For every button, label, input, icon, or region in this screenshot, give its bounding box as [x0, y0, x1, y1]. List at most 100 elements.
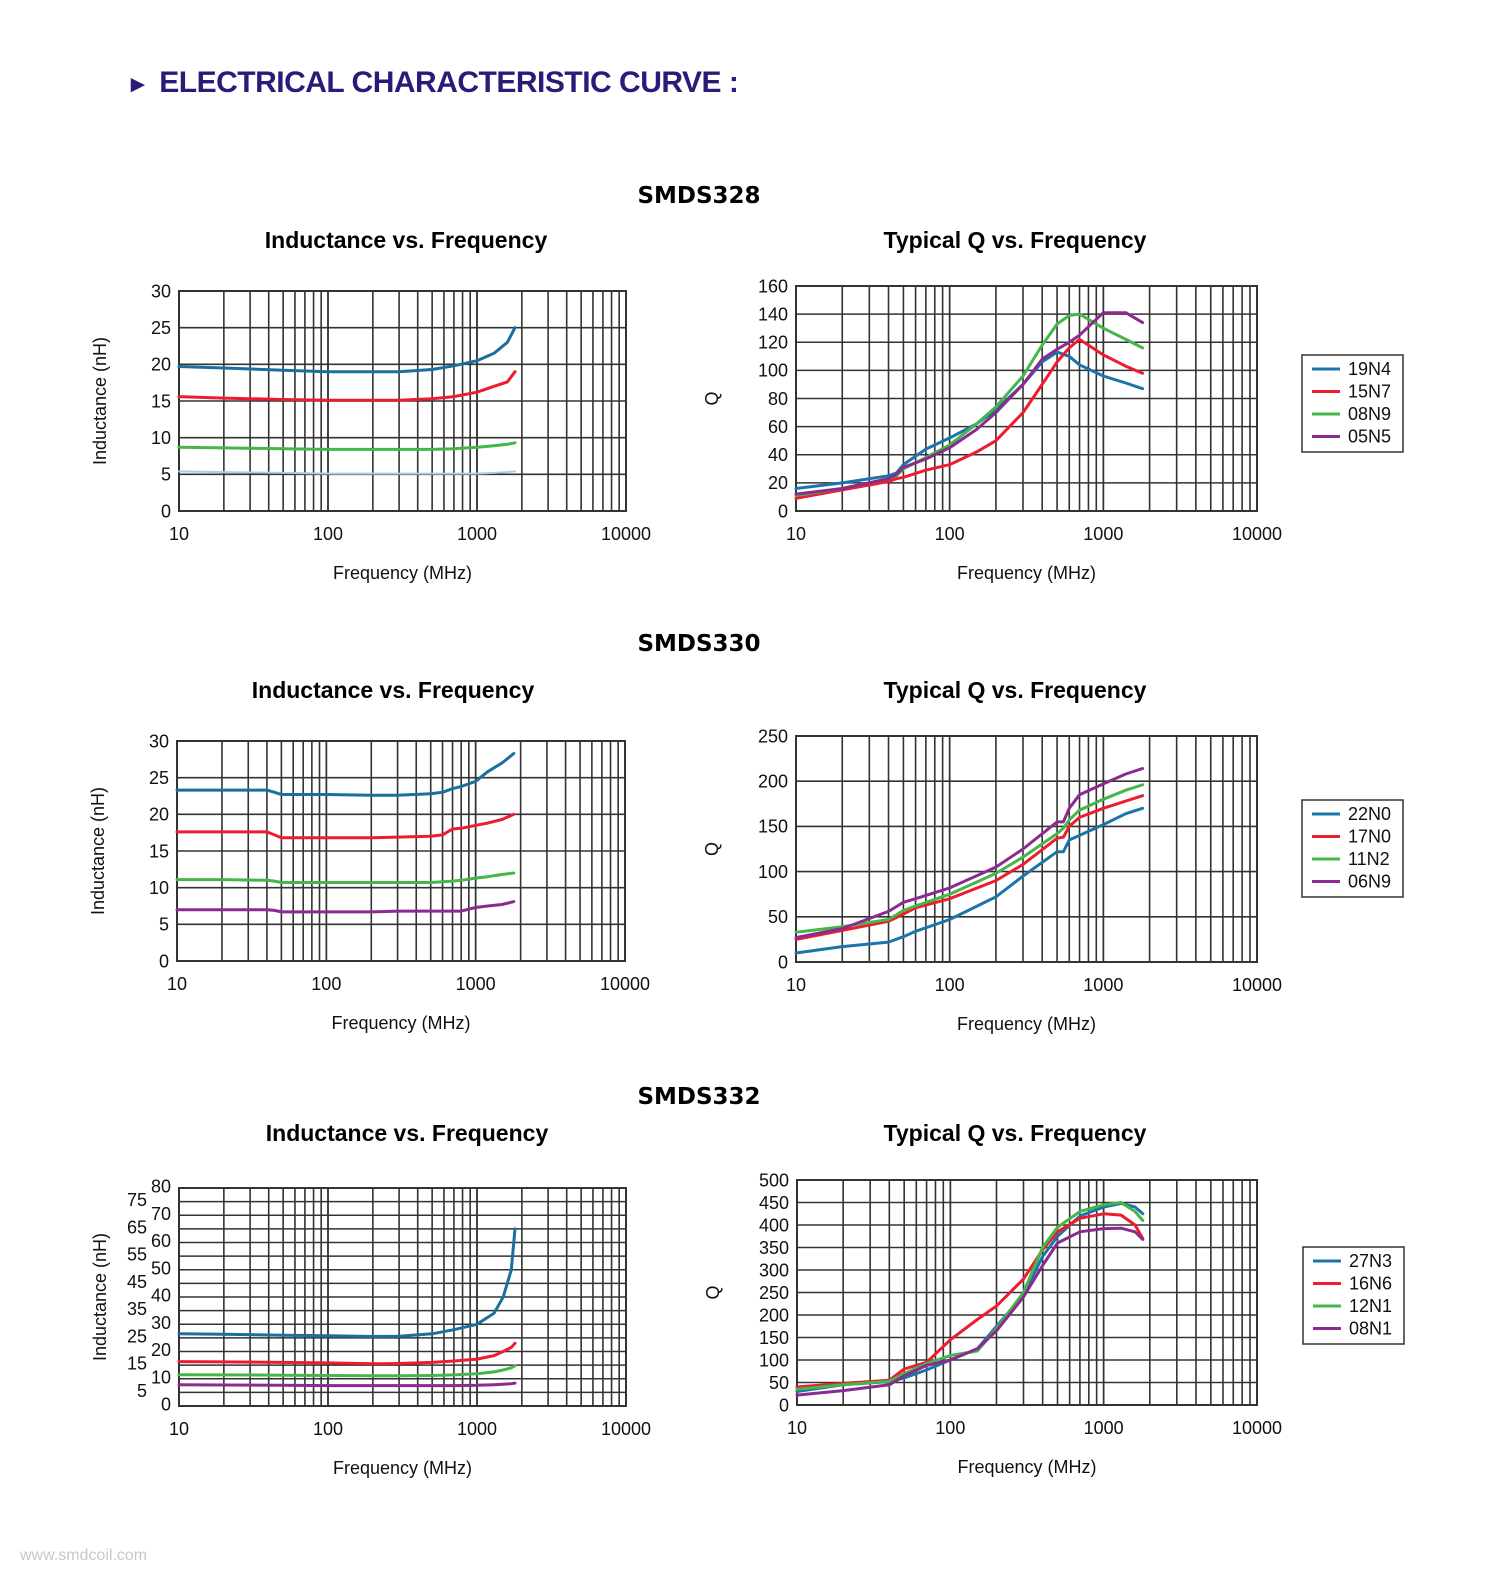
- series-line-22N0: [794, 806, 1145, 955]
- y-axis-label: Inductance (nH): [88, 787, 108, 915]
- y-tick-label: 100: [758, 361, 788, 381]
- chart-title: Typical Q vs. Frequency: [884, 227, 1147, 253]
- y-tick-label: 35: [127, 1299, 147, 1319]
- series-line-11N2: [794, 783, 1145, 934]
- y-tick-label: 10: [151, 1367, 171, 1387]
- section-title: SMDS332: [637, 1084, 760, 1110]
- legend-label: 08N1: [1349, 1319, 1392, 1339]
- legend-label: 15N7: [1348, 382, 1391, 402]
- plot-frame: [178, 290, 627, 512]
- y-tick-label: 10: [151, 428, 171, 448]
- y-tick-label: 450: [759, 1193, 789, 1213]
- y-tick-label: 150: [759, 1328, 789, 1348]
- right-triangle-icon: ►: [126, 71, 150, 98]
- legend-label: 17N0: [1348, 827, 1391, 847]
- y-tick-label: 65: [127, 1217, 147, 1237]
- plot-frame: [178, 1187, 627, 1407]
- x-tick-label: 10: [169, 1419, 189, 1439]
- y-tick-label: 20: [151, 1340, 171, 1360]
- legend-label: 19N4: [1348, 359, 1391, 379]
- series-line-08N1: [795, 1226, 1145, 1397]
- y-tick-label: 30: [151, 1313, 171, 1333]
- x-tick-label: 10: [786, 524, 806, 544]
- y-tick-label: 200: [758, 772, 788, 792]
- y-tick-label: 25: [149, 768, 169, 788]
- x-tick-label: 10: [169, 524, 189, 544]
- y-axis-label: Q: [702, 842, 722, 856]
- y-tick-label: 15: [127, 1354, 147, 1374]
- y-tick-label: 50: [151, 1258, 171, 1278]
- y-tick-label: 0: [161, 1395, 171, 1415]
- series-line-08N1: [177, 1381, 517, 1388]
- x-tick-label: 10000: [1232, 524, 1282, 544]
- chart-2: Typical Q vs. Frequency 0 20 40 60 80 100 120 14…: [702, 227, 1404, 583]
- y-tick-label: 15: [149, 841, 169, 861]
- x-tick-label: 10000: [601, 524, 651, 544]
- y-tick-label: 70: [151, 1204, 171, 1224]
- y-tick-label: 50: [769, 1373, 789, 1393]
- x-tick-label: 100: [313, 524, 343, 544]
- y-tick-label: 0: [778, 952, 788, 972]
- legend-label: 12N1: [1349, 1296, 1392, 1316]
- plot-frame: [795, 285, 1258, 512]
- x-tick-label: 100: [935, 975, 965, 995]
- x-tick-label: 10000: [601, 1419, 651, 1439]
- y-tick-label: 5: [161, 465, 171, 485]
- plot-frame: [176, 740, 626, 962]
- x-tick-label: 10000: [1232, 975, 1282, 995]
- y-tick-label: 25: [151, 318, 171, 338]
- x-tick-label: 1000: [456, 974, 496, 994]
- series-line-15N7: [794, 337, 1145, 500]
- y-tick-label: 100: [758, 862, 788, 882]
- chart-4: Typical Q vs. Frequency 0 50 100 150 200 250 10…: [702, 677, 1404, 1034]
- x-tick-label: 10000: [600, 974, 650, 994]
- legend-label: 08N9: [1348, 404, 1391, 424]
- series-line-17N0: [175, 812, 516, 840]
- series-line-12N1: [177, 1364, 517, 1378]
- x-tick-label: 10: [167, 974, 187, 994]
- x-axis-label: Frequency (MHz): [331, 1013, 470, 1033]
- plot-frame: [796, 1179, 1258, 1406]
- y-tick-label: 0: [779, 1395, 789, 1415]
- y-tick-label: 40: [151, 1286, 171, 1306]
- series-line-16N6: [177, 1341, 517, 1366]
- y-tick-label: 20: [151, 355, 171, 375]
- y-tick-label: 160: [758, 276, 788, 296]
- chart-title: Inductance vs. Frequency: [265, 227, 548, 253]
- chart-title: Typical Q vs. Frequency: [884, 677, 1147, 703]
- series-line-08N9: [177, 441, 517, 451]
- x-tick-label: 1000: [1083, 524, 1123, 544]
- y-tick-label: 0: [159, 951, 169, 971]
- legend-label: 27N3: [1349, 1251, 1392, 1271]
- x-axis-label: Frequency (MHz): [957, 1457, 1096, 1477]
- y-tick-label: 40: [768, 445, 788, 465]
- series-line-06N9: [794, 767, 1145, 940]
- series-line-16N6: [795, 1212, 1145, 1389]
- page-header: ► ELECTRICAL CHARACTERISTIC CURVE :: [126, 66, 739, 100]
- y-axis-label: Inductance (nH): [90, 337, 110, 465]
- x-tick-label: 1000: [1084, 1418, 1124, 1438]
- y-tick-label: 250: [759, 1283, 789, 1303]
- y-tick-label: 45: [127, 1272, 147, 1292]
- chart-6: Typical Q vs. Frequency05010015020025030…: [703, 1120, 1405, 1477]
- watermark-text: www.smdcoil.com: [19, 1547, 147, 1564]
- y-tick-label: 5: [137, 1381, 147, 1401]
- x-tick-label: 100: [311, 974, 341, 994]
- series-line-27N3: [177, 1227, 517, 1338]
- series-line-05N5: [794, 311, 1145, 496]
- y-tick-label: 0: [161, 501, 171, 521]
- y-tick-label: 25: [127, 1326, 147, 1346]
- x-tick-label: 10000: [1232, 1418, 1282, 1438]
- series-line-11N2: [175, 871, 516, 884]
- x-axis-label: Frequency (MHz): [333, 1458, 472, 1478]
- x-tick-label: 10: [787, 1418, 807, 1438]
- y-tick-label: 140: [758, 304, 788, 324]
- y-tick-label: 300: [759, 1260, 789, 1280]
- y-tick-label: 75: [127, 1190, 147, 1210]
- y-axis-label: Inductance (nH): [90, 1233, 110, 1361]
- chart-title: Inductance vs. Frequency: [266, 1120, 549, 1146]
- x-tick-label: 1000: [1083, 975, 1123, 995]
